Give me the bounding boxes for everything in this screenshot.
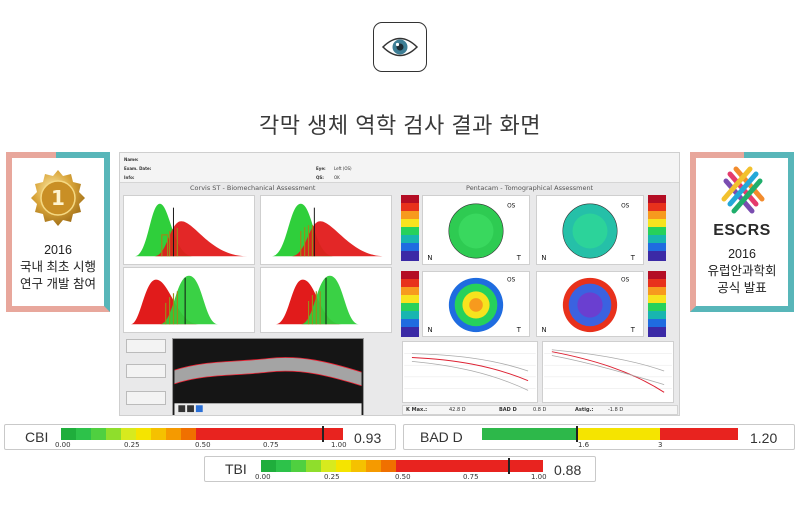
- tomography-summary-row: K Max.: 42.8 D BAD D 0.8 D Astig.: -1.8 …: [402, 405, 678, 415]
- cbi-tick-1: 0.25: [124, 441, 140, 449]
- svg-text:OS: OS: [621, 204, 630, 210]
- side-button-2[interactable]: [126, 364, 166, 378]
- tbi-value: 0.88: [554, 462, 582, 478]
- left-panel-title: Corvis ST - Biomechanical Assessment: [190, 184, 316, 192]
- badd-tick-0: 1.6: [578, 441, 590, 449]
- exam-date-label: Exam. Date:: [124, 166, 152, 171]
- bad-label-small: BAD D: [499, 407, 517, 413]
- color-scale-2: [401, 271, 419, 337]
- tbi-tick-3: 0.75: [463, 473, 479, 481]
- eye-icon-box: [373, 22, 427, 72]
- tbi-bar-row: TBI 0.00 0.25 0.50 0.75 1.00 0.88: [204, 456, 596, 482]
- cbi-tick-2: 0.50: [195, 441, 211, 449]
- svg-text:N: N: [427, 254, 432, 262]
- escrs-badge: ESCRS 2016 유럽안과학회 공식 발표: [690, 152, 794, 312]
- badge-year: 2016: [44, 243, 72, 257]
- cbi-label: CBI: [25, 429, 49, 445]
- bad-value-small: 0.8 D: [533, 407, 547, 413]
- qs-label: QS:: [316, 175, 324, 180]
- escrs-logo-text: ESCRS: [713, 222, 771, 239]
- percentage-thickness-chart: [542, 341, 674, 403]
- svg-text:T: T: [516, 254, 522, 262]
- distribution-chart-4: [260, 267, 392, 333]
- eye-value: Left (OS): [334, 166, 352, 171]
- elevation-map-posterior: N T OS: [536, 195, 644, 265]
- svg-text:N: N: [428, 326, 433, 334]
- badge-line-2: 유럽안과학회: [707, 264, 777, 278]
- astig-value: -1.8 D: [608, 407, 624, 413]
- pachymetry-map: N T OS: [422, 271, 530, 337]
- kmax-value: 42.8 D: [449, 407, 466, 413]
- badge-line-2: 국내 최초 시행: [20, 260, 96, 274]
- svg-text:OS: OS: [507, 278, 516, 284]
- svg-text:T: T: [630, 254, 636, 262]
- distribution-chart-1: [123, 195, 255, 265]
- right-panel-title: Pentacam - Tomographical Assessment: [466, 184, 594, 192]
- exam-screenshot: Name: Exam. Date: Info: Eye: Left (OS) Q…: [119, 152, 680, 416]
- color-scale-3: [648, 195, 666, 261]
- cbi-bar-row: CBI 0.00 0.25 0.50 0.75 1.00 0.93: [4, 424, 396, 450]
- cbi-gradient-bar: [61, 428, 343, 440]
- badge-year: 2016: [728, 247, 756, 261]
- oct-cornea-image: [172, 338, 364, 415]
- eye-label: Eye:: [316, 166, 326, 171]
- medal-number: 1: [51, 186, 65, 210]
- svg-text:T: T: [516, 326, 522, 334]
- badge-line-3: 공식 발표: [717, 281, 767, 295]
- qs-value: OK: [334, 175, 340, 180]
- badd-value: 1.20: [750, 430, 778, 446]
- cbi-tick-3: 0.75: [263, 441, 279, 449]
- svg-text:OS: OS: [621, 278, 630, 284]
- escrs-logo-icon: [721, 166, 765, 214]
- color-scale-1: [401, 195, 419, 261]
- cbi-tick-0: 0.00: [55, 441, 71, 449]
- page-title: 각막 생체 역학 검사 결과 화면: [259, 113, 541, 138]
- tbi-marker: [508, 458, 511, 474]
- thickness-profile-chart: [402, 341, 538, 403]
- badd-marker: [575, 426, 578, 442]
- research-badge: 1 2016 국내 최초 시행 연구 개발 참여: [6, 152, 110, 312]
- svg-text:OS: OS: [507, 204, 516, 210]
- badge-line-3: 연구 개발 참여: [20, 277, 96, 291]
- cbi-marker: [322, 426, 325, 442]
- badd-gradient-bar: [482, 428, 738, 440]
- tbi-tick-1: 0.25: [324, 473, 340, 481]
- gold-medal-icon: 1: [31, 170, 85, 226]
- cbi-value: 0.93: [354, 430, 382, 446]
- badd-tick-1: 3: [658, 441, 663, 449]
- patient-header: Name: Exam. Date: Info: Eye: Left (OS) Q…: [120, 153, 679, 183]
- side-button-3[interactable]: [126, 391, 166, 405]
- side-button-1[interactable]: [126, 339, 166, 353]
- kmax-label: K Max.:: [406, 407, 428, 413]
- tbi-tick-4: 1.00: [531, 473, 547, 481]
- badd-label: BAD D: [420, 429, 463, 445]
- badd-bar-row: BAD D 1.6 3 1.20: [403, 424, 795, 450]
- svg-text:N: N: [542, 326, 547, 334]
- name-label: Name:: [124, 157, 139, 162]
- cbi-tick-4: 1.00: [331, 441, 347, 449]
- tbi-tick-0: 0.00: [255, 473, 271, 481]
- curvature-map: N T OS: [536, 271, 644, 337]
- info-label: Info:: [124, 175, 135, 180]
- color-scale-4: [648, 271, 666, 337]
- distribution-chart-3: [123, 267, 255, 333]
- elevation-map-anterior: N T OS: [422, 195, 530, 265]
- svg-text:T: T: [630, 326, 636, 334]
- svg-text:N: N: [541, 254, 546, 262]
- distribution-chart-2: [260, 195, 392, 265]
- tbi-label: TBI: [225, 461, 247, 477]
- eye-icon: [381, 37, 419, 57]
- astig-label: Astig.:: [575, 407, 594, 413]
- tbi-gradient-bar: [261, 460, 543, 472]
- tbi-tick-2: 0.50: [395, 473, 411, 481]
